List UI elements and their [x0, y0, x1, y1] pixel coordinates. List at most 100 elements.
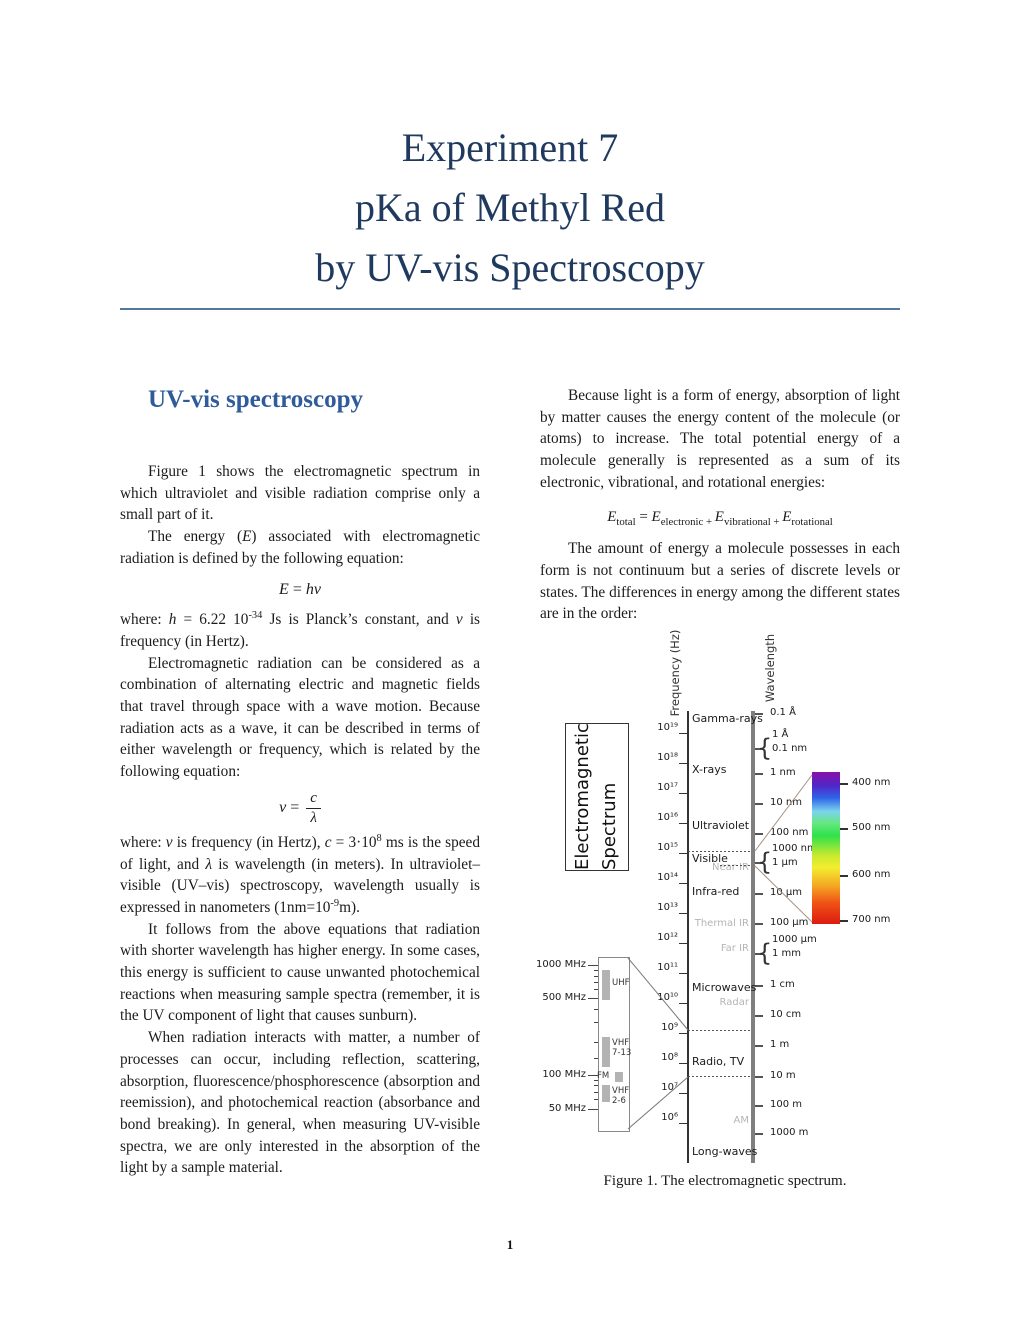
figure-em-spectrum: Frequency (Hz) Wavelength 10¹⁹ 10¹⁸ 10¹⁷… — [530, 630, 920, 1195]
wavelength-tick-label: 1 μm — [772, 857, 798, 869]
tick-mark — [679, 943, 687, 945]
frequency-axis-line — [687, 711, 689, 1164]
fm-label: FM — [597, 1071, 610, 1082]
tick-mark — [755, 923, 763, 925]
wavelength-tick-label: 10 μm — [770, 887, 803, 899]
vhf-hi-label-2: 7-13 — [612, 1048, 632, 1059]
vhf-hi-label-1: VHF — [612, 1038, 630, 1049]
equation-lhs: ν = — [279, 799, 300, 817]
fm-band-bar — [615, 1072, 623, 1083]
mhz-label-50: 50 MHz — [548, 1103, 586, 1115]
frequency-axis-title: Frequency (Hz) — [668, 629, 683, 717]
wavelength-tick-label: 10 nm — [770, 797, 802, 809]
freq-tick-label: 10¹³ — [657, 902, 678, 914]
vhf-hi-band-bar — [602, 1037, 610, 1068]
tick-mark — [594, 1085, 598, 1087]
tick-mark — [679, 1093, 687, 1095]
region-label-gamma: Gamma-rays — [692, 712, 763, 726]
freq-tick-label: 10⁷ — [661, 1082, 678, 1094]
wavelength-tick-label: 100 nm — [770, 827, 809, 839]
wavelength-tick-label: 1 mm — [772, 948, 802, 960]
region-label-longwaves: Long-waves — [692, 1145, 758, 1159]
paragraph: where: h = 6.22 10-34 Js is Planck’s con… — [120, 610, 481, 650]
paragraph: When radiation interacts with matter, a … — [120, 1029, 480, 1177]
section-heading: UV-vis spectroscopy — [148, 386, 364, 413]
tick-mark — [679, 883, 687, 885]
tick-mark — [594, 1022, 598, 1024]
tick-mark — [588, 1109, 598, 1111]
paragraph: where: ν is frequency (in Hertz), c = 3·… — [120, 832, 480, 916]
freq-tick-label: 10⁹ — [661, 1022, 678, 1034]
region-label-xrays: X-rays — [692, 763, 727, 777]
freq-tick-label: 10¹⁴ — [657, 872, 678, 884]
equation-total-energy: Etotal = Eelectronic + Evibrational + Er… — [607, 508, 833, 528]
tick-mark — [755, 1076, 763, 1078]
wavelength-tick-label: 100 μm — [770, 917, 809, 929]
wavelength-tick-label: 0.1 Å — [770, 707, 796, 719]
tick-mark — [679, 823, 687, 825]
title-line-1: Experiment 7 — [401, 125, 619, 170]
tick-mark — [594, 1080, 598, 1082]
tick-mark — [594, 1042, 598, 1044]
wavelength-tick-label: 1 m — [770, 1039, 790, 1051]
uhf-label: UHF — [612, 978, 630, 989]
wavelength-tick-label: 10 m — [770, 1070, 796, 1082]
title-divider — [120, 308, 900, 310]
paragraph: Figure 1 shows the electromagnetic spect… — [120, 463, 480, 524]
tick-mark — [755, 893, 763, 895]
figure-title-line1: Electromagnetic — [572, 723, 593, 871]
tick-mark — [588, 1075, 598, 1077]
vhf-lo-label-1: VHF — [612, 1086, 630, 1097]
tick-mark — [755, 1133, 763, 1135]
spectrum-label-500: 500 nm — [852, 822, 891, 834]
tick-mark — [594, 989, 598, 991]
tick-mark — [679, 853, 687, 855]
paragraph: Because light is a form of energy, absor… — [540, 387, 900, 491]
freq-tick-label: 10¹⁷ — [657, 782, 678, 794]
tick-mark — [588, 965, 598, 967]
wavelength-tick-label: 0.1 nm — [772, 743, 808, 755]
freq-tick-label: 10¹⁸ — [657, 752, 678, 764]
subregion-am: AM — [733, 1115, 749, 1127]
tick-mark — [840, 783, 848, 785]
tick-mark — [679, 973, 687, 975]
wavelength-axis-title: Wavelength — [763, 633, 778, 703]
brace-icon — [757, 939, 772, 967]
visible-spectrum-gradient — [812, 772, 840, 925]
figure-caption: Figure 1. The electromagnetic spectrum. — [603, 1173, 847, 1190]
fraction-numerator: c — [306, 789, 321, 809]
tick-mark — [755, 1015, 763, 1017]
document-title: Experiment 7 pKa of Methyl Red by UV-vis… — [0, 118, 1020, 298]
visible-band-top-dash — [688, 851, 751, 853]
equation-energy: E = hν — [279, 580, 321, 598]
tick-mark — [594, 970, 598, 972]
uhf-band-bar — [602, 970, 610, 1001]
vhf-lo-band-bar — [602, 1085, 610, 1103]
radio-band-top-dash — [688, 1030, 751, 1032]
freq-tick-label: 10⁸ — [661, 1052, 678, 1064]
tick-mark — [588, 998, 598, 1000]
paragraph: Electromagnetic radiation can be conside… — [120, 654, 480, 781]
tick-mark — [755, 1105, 763, 1107]
tick-mark — [594, 982, 598, 984]
vhf-lo-label-2: 2-6 — [612, 1096, 626, 1107]
tick-mark — [679, 913, 687, 915]
tick-mark — [755, 985, 763, 987]
brace-icon — [757, 734, 772, 762]
wavelength-tick-label: 1 cm — [770, 979, 795, 991]
region-label-uv: Ultraviolet — [692, 819, 750, 833]
paragraph: The amount of energy a molecule possesse… — [540, 540, 900, 623]
freq-tick-label: 10¹⁹ — [657, 722, 678, 734]
wavelength-tick-label: 1 Å — [772, 729, 789, 741]
title-line-3: by UV-vis Spectroscopy — [315, 245, 705, 290]
tick-mark — [755, 803, 763, 805]
page-number: 1 — [506, 1237, 514, 1252]
tick-mark — [679, 1063, 687, 1065]
title-line-2: pKa of Methyl Red — [355, 185, 665, 230]
freq-tick-label: 10¹⁶ — [657, 812, 678, 824]
region-label-microwaves: Microwaves — [692, 981, 757, 995]
tick-mark — [594, 976, 598, 978]
two-column-body: UV-vis spectroscopy Figure 1 shows the e… — [120, 385, 900, 1195]
tick-mark — [755, 833, 763, 835]
